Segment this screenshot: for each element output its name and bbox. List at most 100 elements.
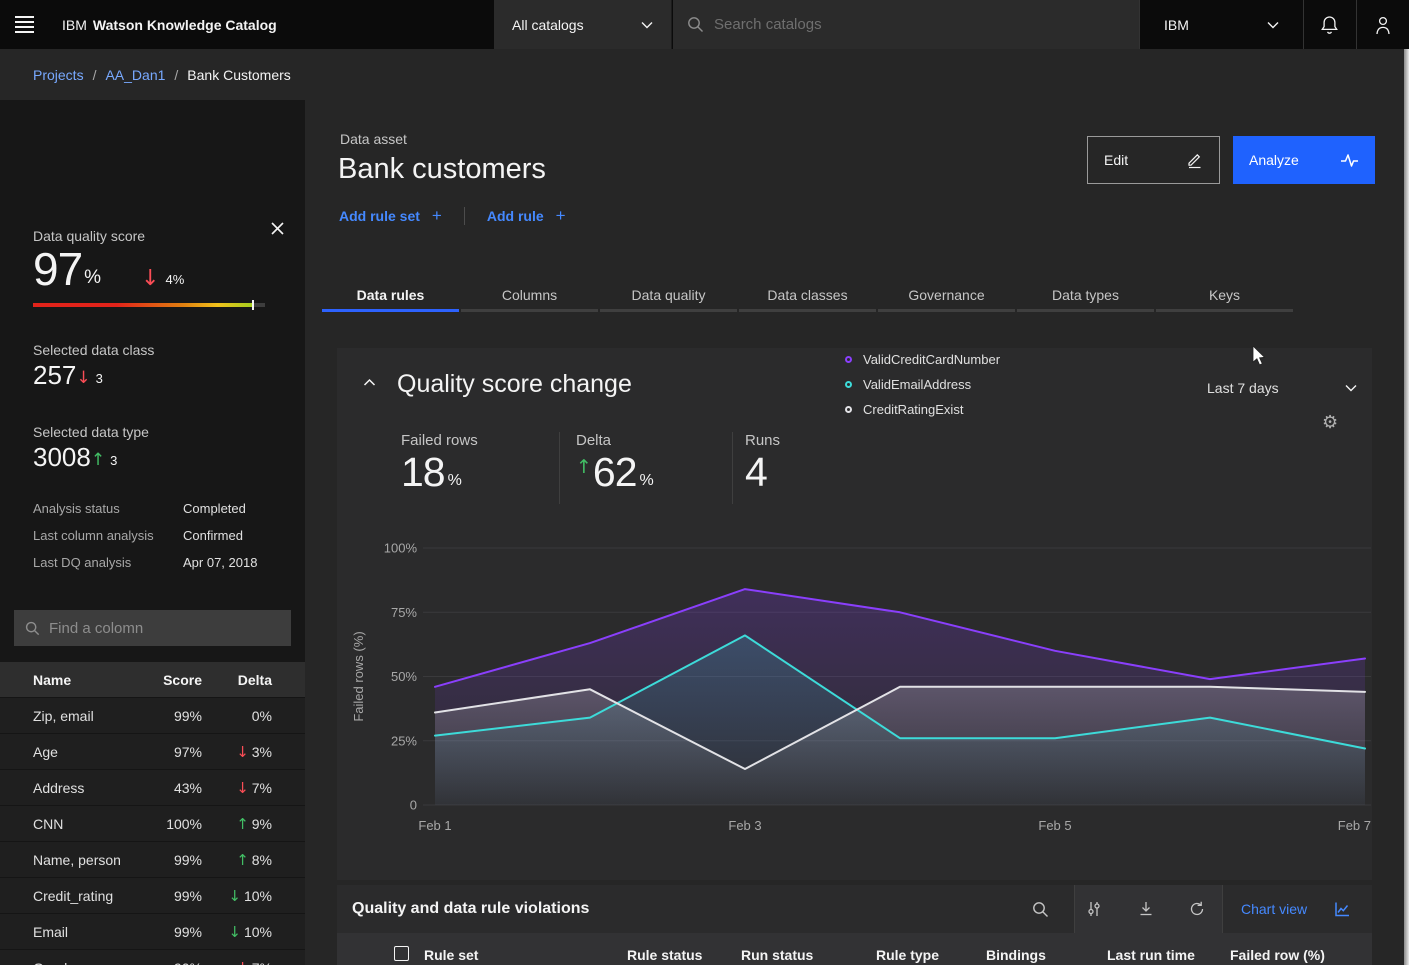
violations-col-failed-row[interactable]: Failed row (%) xyxy=(1230,947,1325,963)
data-class-delta: 3 xyxy=(95,371,103,386)
collapse-panel-button[interactable] xyxy=(363,378,376,387)
brand-prefix: IBM xyxy=(62,16,87,33)
trend-up-icon: ↑ xyxy=(236,850,249,869)
violations-title: Quality and data rule violations xyxy=(352,900,590,917)
legend-item-validcreditcardnumber[interactable]: ValidCreditCardNumber xyxy=(845,352,1000,367)
data-class-label: Selected data class xyxy=(33,342,155,358)
profile-button[interactable] xyxy=(1356,0,1408,49)
top-header: IBM Watson Knowledge Catalog All catalog… xyxy=(0,0,1409,49)
trend-down-icon: ↓ xyxy=(236,742,249,761)
gauge-gradient xyxy=(33,303,253,307)
legend-dot-icon xyxy=(845,406,852,413)
plus-icon: + xyxy=(555,206,566,225)
quality-score-change-panel: Quality score change Last 7 days Failed … xyxy=(337,348,1372,880)
settings-adjust-icon xyxy=(1088,902,1100,916)
search-icon xyxy=(688,17,703,32)
legend-item-creditratingexist[interactable]: CreditRatingExist xyxy=(845,402,1000,417)
filter-settings-button[interactable] xyxy=(1078,893,1110,925)
find-column-input[interactable] xyxy=(49,619,280,637)
chart-stats: Failed rows 18 % Delta ↑ 62 % Runs 4 xyxy=(337,428,1372,508)
account-selector[interactable]: IBM xyxy=(1139,0,1303,49)
legend-item-validemailaddress[interactable]: ValidEmailAddress xyxy=(845,377,1000,392)
line-chart-icon xyxy=(1335,902,1350,916)
column-row-zip-email[interactable]: Zip, email 99% 0% xyxy=(0,697,305,733)
scrollbar[interactable] xyxy=(1404,0,1409,965)
divider xyxy=(732,432,733,504)
analysis-row-analysis-status: Analysis status Completed xyxy=(33,501,246,516)
column-row-credit-rating[interactable]: Credit_rating 99% ↓ 10% xyxy=(0,877,305,913)
violations-col-rule-type[interactable]: Rule type xyxy=(876,947,940,963)
violations-col-bindings[interactable]: Bindings xyxy=(986,947,1046,963)
tab-keys[interactable]: Keys xyxy=(1156,280,1293,312)
column-row-address[interactable]: Address 43% ↓ 7% xyxy=(0,769,305,805)
hamburger-menu-icon[interactable] xyxy=(0,0,49,49)
chevron-down-icon xyxy=(641,21,653,28)
column-row-cnn[interactable]: CNN 100% ↑ 9% xyxy=(0,805,305,841)
svg-text:25%: 25% xyxy=(391,733,417,748)
data-class-stat: 257 ↓ 3 xyxy=(33,362,103,388)
violations-search-button[interactable] xyxy=(1024,893,1056,925)
quality-score-chart[interactable]: 100% 75% 50% 25% 0 Failed rows (%) Feb 1 Fe… xyxy=(337,498,1372,880)
series-area-creditratingexist xyxy=(435,686,1365,805)
search-icon xyxy=(1032,901,1048,917)
breadcrumb-link-projects[interactable]: Projects xyxy=(33,66,84,83)
close-icon xyxy=(271,221,284,235)
analyze-button[interactable]: Analyze xyxy=(1233,136,1375,184)
svg-text:0: 0 xyxy=(410,798,417,813)
edit-button[interactable]: Edit xyxy=(1087,136,1220,184)
divider xyxy=(463,207,465,225)
quality-score-value: 97 xyxy=(33,243,83,295)
plus-icon: + xyxy=(431,206,442,225)
breadcrumb-separator: / xyxy=(92,66,97,83)
breadcrumb-link-aa-dan1[interactable]: AA_Dan1 xyxy=(105,66,166,83)
close-sidebar-button[interactable] xyxy=(270,216,294,240)
account-selector-label: IBM xyxy=(1164,16,1189,33)
analysis-row-last-column-analysis: Last column analysis Confirmed xyxy=(33,528,243,543)
rule-links: Add rule set + Add rule + xyxy=(339,206,566,226)
tab-data-types[interactable]: Data types xyxy=(1017,280,1154,312)
tab-governance[interactable]: Governance xyxy=(878,280,1015,312)
date-range-selector[interactable]: Last 7 days xyxy=(1207,380,1357,396)
catalog-selector[interactable]: All catalogs xyxy=(494,0,672,49)
trend-down-icon: ↓ xyxy=(228,886,241,905)
add-rule-button[interactable]: Add rule + xyxy=(487,206,566,226)
tab-columns[interactable]: Columns xyxy=(461,280,598,312)
svg-text:50%: 50% xyxy=(391,669,417,684)
notifications-button[interactable] xyxy=(1303,0,1355,49)
catalog-selector-label: All catalogs xyxy=(512,16,584,33)
column-row-gender[interactable]: Gender 90% ↓7% xyxy=(0,949,305,965)
data-type-stat: 3008 ↑ 3 xyxy=(33,444,117,470)
data-class-value: 257 xyxy=(33,360,77,390)
tab-data-rules[interactable]: Data rules xyxy=(322,280,459,312)
trend-down-icon: ↓ xyxy=(236,778,249,797)
search-input[interactable] xyxy=(714,16,1125,33)
chart-settings-button[interactable]: ⚙ xyxy=(1322,412,1338,433)
bell-icon xyxy=(1321,15,1338,34)
violations-col-last-run-time[interactable]: Last run time xyxy=(1107,947,1195,963)
refresh-button[interactable] xyxy=(1181,893,1213,925)
tab-data-classes[interactable]: Data classes xyxy=(739,280,876,312)
trend-up-icon: ↑ xyxy=(236,814,249,833)
trend-down-icon: ↓ xyxy=(236,959,249,965)
download-button[interactable] xyxy=(1130,893,1162,925)
divider xyxy=(559,432,560,504)
violations-col-rule-set[interactable]: Rule set xyxy=(424,947,479,963)
chart-view-toggle[interactable]: Chart view xyxy=(1233,885,1351,933)
tab-data-quality[interactable]: Data quality xyxy=(600,280,737,312)
download-icon xyxy=(1140,902,1152,916)
column-row-age[interactable]: Age 97% ↓ 3% xyxy=(0,733,305,769)
violations-table-header: Rule set Rule status Run status Rule type Bi… xyxy=(337,933,1372,965)
add-rule-set-label: Add rule set xyxy=(339,208,420,224)
column-row-email[interactable]: Email 99% ↓ 10% xyxy=(0,913,305,949)
gauge-marker xyxy=(252,300,254,310)
select-all-checkbox[interactable] xyxy=(394,946,409,961)
columns-table: Name Score Delta Zip, email 99% 0% Age 9… xyxy=(0,662,305,965)
column-row-name-person[interactable]: Name, person 99% ↑ 8% xyxy=(0,841,305,877)
add-rule-set-button[interactable]: Add rule set + xyxy=(339,206,442,226)
violations-col-run-status[interactable]: Run status xyxy=(741,947,814,963)
analysis-summary: Analysis status Completed Last column an… xyxy=(33,501,273,582)
trend-up-icon: ↑ xyxy=(90,450,106,470)
find-column-search xyxy=(14,610,291,646)
violations-col-rule-status[interactable]: Rule status xyxy=(627,947,703,963)
